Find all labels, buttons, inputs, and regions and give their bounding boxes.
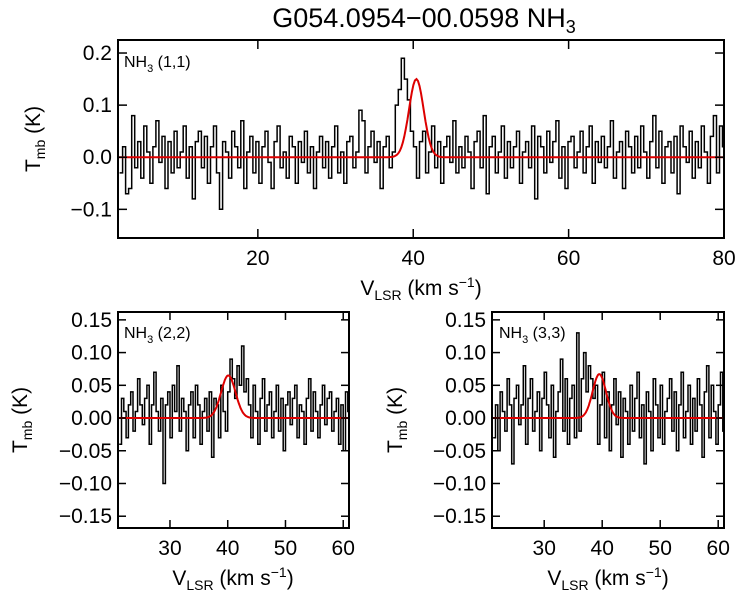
gaussian-fit-line — [118, 77, 724, 159]
y-tick-label: −0.10 — [59, 472, 112, 495]
y-tick-label: 0.05 — [445, 374, 486, 397]
panel-1-1-xlabel: VLSR (km s−1) — [360, 274, 481, 303]
gaussian-fit-line — [492, 373, 724, 419]
panel-2-2-series — [118, 345, 349, 485]
y-tick-label: 0.15 — [71, 309, 112, 332]
y-tick-label: 0.2 — [83, 42, 112, 65]
gaussian-fit-line — [118, 374, 349, 419]
spectrum-line — [493, 332, 724, 465]
y-tick-label: 0.15 — [445, 309, 486, 332]
panel-nh3-1-1: 20 40 60 800.20.10.0−0.1 NH3 (1,1) Tmb (K) … — [22, 39, 736, 303]
x-tick-label: 60 — [557, 247, 580, 270]
panel-2-2-label: NH3 (2,2) — [124, 325, 191, 346]
panel-nh3-3-3: 30 40 50 600.150.100.050.00−0.05−0.10−0.15 … — [384, 309, 730, 593]
x-tick-label: 60 — [707, 537, 730, 560]
panel-1-1-label: NH3 (1,1) — [124, 54, 191, 75]
panel-2-2-frame — [117, 311, 350, 529]
y-tick-label: 0.00 — [71, 407, 112, 430]
panel-3-3-ylabel: Tmb (K) — [384, 387, 410, 453]
panel-3-3-xlabel: VLSR (km s−1) — [547, 564, 668, 593]
panel-1-1-frame — [117, 39, 725, 239]
panel-2-2-ticks: 30 40 50 60 0.15 0.10 0.05 0.00 −0.05 −0.10 −0.15 — [59, 309, 355, 560]
spectrum-line — [119, 57, 724, 211]
panel-1-1-ticks: 20 40 60 80 0.2 0.1 0.0 −0.1 — [71, 40, 736, 270]
panel-nh3-2-2: 30 40 50 600.150.100.050.00−0.05−0.10−0.15 … — [9, 309, 355, 593]
x-tick-label: 40 — [591, 537, 614, 560]
panel-2-2-xlabel: VLSR (km s−1) — [172, 564, 293, 593]
y-tick-label: −0.10 — [433, 472, 486, 495]
y-tick-label: −0.15 — [433, 505, 486, 528]
y-tick-label: −0.15 — [59, 505, 112, 528]
panel-3-3-ticks: 30 40 50 60 0.15 0.10 0.05 0.00 −0.05 −0.10 −0.15 — [433, 309, 730, 560]
x-tick-label: 30 — [158, 537, 181, 560]
y-tick-label: 0.0 — [83, 146, 112, 169]
y-tick-label: −0.05 — [433, 440, 486, 463]
x-tick-label: 80 — [712, 247, 735, 270]
y-tick-label: 0.10 — [445, 342, 486, 365]
x-tick-label: 40 — [216, 537, 239, 560]
y-tick-label: 0.10 — [71, 342, 112, 365]
panel-3-3-label: NH3 (3,3) — [499, 325, 566, 346]
x-tick-label: 40 — [402, 247, 425, 270]
x-tick-label: 50 — [274, 537, 297, 560]
panel-1-1-series — [118, 57, 724, 211]
x-tick-label: 60 — [332, 537, 355, 560]
y-tick-label: 0.05 — [71, 374, 112, 397]
y-tick-label: 0.00 — [445, 407, 486, 430]
panel-3-3-frame — [491, 311, 725, 529]
x-tick-label: 20 — [246, 247, 269, 270]
figure-title: G054.0954−00.0598 NH3 — [272, 3, 576, 37]
panel-3-3-series — [492, 332, 724, 465]
y-tick-label: −0.05 — [59, 440, 112, 463]
panel-2-2-ylabel: Tmb (K) — [9, 387, 35, 453]
panel-1-1-ylabel: Tmb (K) — [22, 106, 48, 172]
y-tick-label: −0.1 — [71, 198, 112, 221]
y-tick-label: 0.1 — [83, 94, 112, 117]
x-tick-label: 50 — [649, 537, 672, 560]
x-tick-label: 30 — [533, 537, 556, 560]
